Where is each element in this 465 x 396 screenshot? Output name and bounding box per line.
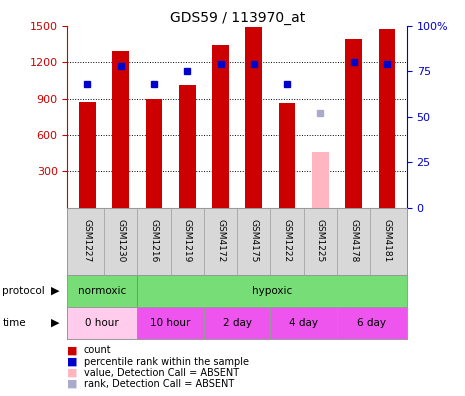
Title: GDS59 / 113970_at: GDS59 / 113970_at	[170, 11, 305, 25]
Text: ■: ■	[67, 345, 78, 356]
Text: GSM4181: GSM4181	[382, 219, 392, 262]
Text: ■: ■	[67, 356, 78, 367]
Text: count: count	[84, 345, 111, 356]
Text: GSM4175: GSM4175	[249, 219, 258, 262]
Text: GSM1222: GSM1222	[283, 219, 292, 262]
Text: percentile rank within the sample: percentile rank within the sample	[84, 356, 249, 367]
Text: 6 day: 6 day	[358, 318, 386, 328]
Text: ▶: ▶	[51, 286, 59, 296]
Bar	[246, 27, 262, 208]
Text: rank, Detection Call = ABSENT: rank, Detection Call = ABSENT	[84, 379, 234, 389]
Text: ■: ■	[67, 367, 78, 378]
Bar	[137, 307, 204, 339]
Text: GSM4172: GSM4172	[216, 219, 225, 262]
Text: 10 hour: 10 hour	[150, 318, 191, 328]
Bar	[312, 152, 329, 208]
Bar	[379, 29, 395, 208]
Text: time: time	[2, 318, 26, 328]
Bar	[67, 307, 137, 339]
Text: GSM1219: GSM1219	[183, 219, 192, 262]
Bar	[212, 45, 229, 208]
Bar	[146, 99, 162, 208]
Bar	[271, 307, 337, 339]
Bar	[179, 85, 196, 208]
Text: hypoxic: hypoxic	[252, 286, 292, 296]
Text: 4 day: 4 day	[289, 318, 318, 328]
Bar	[345, 39, 362, 208]
Text: ▶: ▶	[51, 318, 59, 328]
Text: GSM1216: GSM1216	[149, 219, 159, 262]
Bar	[279, 103, 295, 208]
Text: value, Detection Call = ABSENT: value, Detection Call = ABSENT	[84, 367, 239, 378]
Bar	[113, 51, 129, 208]
Bar	[79, 102, 96, 208]
Text: 2 day: 2 day	[223, 318, 252, 328]
Text: ■: ■	[67, 379, 78, 389]
Text: 0 hour: 0 hour	[86, 318, 119, 328]
Text: protocol: protocol	[2, 286, 45, 296]
Bar	[137, 275, 407, 307]
Bar	[204, 307, 271, 339]
Text: GSM4178: GSM4178	[349, 219, 358, 262]
Text: GSM1225: GSM1225	[316, 219, 325, 262]
Bar	[67, 275, 137, 307]
Text: GSM1230: GSM1230	[116, 219, 125, 262]
Text: GSM1227: GSM1227	[83, 219, 92, 262]
Text: normoxic: normoxic	[78, 286, 126, 296]
Bar	[337, 307, 407, 339]
